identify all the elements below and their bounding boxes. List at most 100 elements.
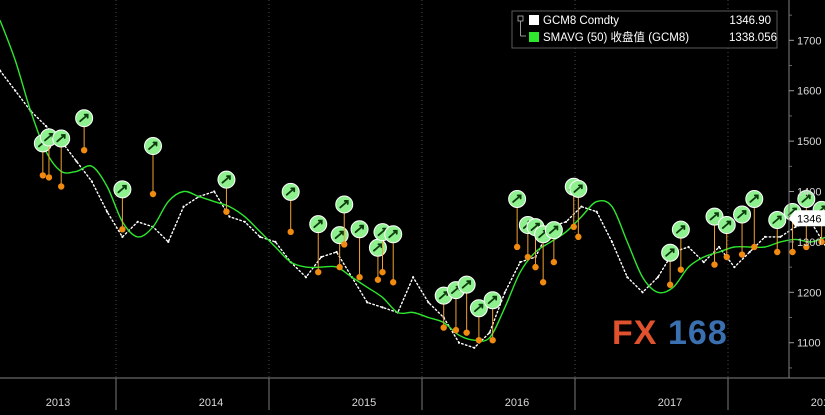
annotation-marker-icon[interactable] xyxy=(309,215,328,234)
annotation-marker-icon[interactable] xyxy=(217,170,236,189)
annotation-marker-icon[interactable] xyxy=(717,216,736,235)
annotation-point xyxy=(315,268,322,276)
annotation-point xyxy=(711,261,718,268)
annotation-point xyxy=(374,276,382,283)
price-point xyxy=(381,306,384,309)
annotation-point xyxy=(539,279,547,286)
annotation-marker-icon[interactable] xyxy=(745,189,764,208)
annotation-marker-icon[interactable] xyxy=(350,220,369,239)
annotation-marker-icon[interactable] xyxy=(733,205,752,224)
annotation-point xyxy=(789,248,796,256)
annotation-point xyxy=(570,223,577,230)
price-point xyxy=(457,341,461,344)
x-tick-label: 2015 xyxy=(352,397,376,409)
legend-value-price: 1346.90 xyxy=(729,15,771,27)
price-point xyxy=(595,210,598,213)
annotation-marker-icon[interactable] xyxy=(671,220,690,239)
annotation-marker-icon[interactable] xyxy=(52,129,71,148)
price-point xyxy=(412,276,415,279)
price-line xyxy=(0,69,825,349)
annotation-point xyxy=(440,324,447,331)
price-point xyxy=(14,89,17,92)
y-axis-ticks: 1100 1200 1300 1400 1500 1600 1700 xyxy=(789,14,821,369)
price-point xyxy=(565,220,568,223)
y-tick-label: 1300 xyxy=(797,237,821,249)
price-point xyxy=(228,215,231,218)
price-point xyxy=(274,240,277,243)
x-tick-label: 2018 xyxy=(811,397,825,409)
price-point xyxy=(259,235,262,238)
annotation-marker-icon[interactable] xyxy=(434,286,453,305)
annotation-point xyxy=(475,337,483,344)
annotation-marker-icon[interactable] xyxy=(544,221,563,240)
price-point xyxy=(519,261,522,264)
annotation-point xyxy=(39,172,47,179)
annotation-point xyxy=(751,243,758,251)
price-point xyxy=(213,190,216,193)
y-tick-label: 1700 xyxy=(797,35,821,47)
price-point xyxy=(335,250,338,254)
price-point xyxy=(718,245,721,249)
annotation-marker-icon[interactable] xyxy=(330,226,349,245)
price-point xyxy=(75,160,78,163)
price-series xyxy=(0,69,825,349)
annotation-point xyxy=(379,268,386,276)
annotation-marker-icon[interactable] xyxy=(705,207,724,226)
price-point xyxy=(167,240,170,243)
legend[interactable]: GCM8 Comdty 1346.90 SMAVG (50) 收盘值 (GCM8… xyxy=(511,10,778,49)
annotation-marker-icon[interactable] xyxy=(469,299,488,318)
legend-label-sma: SMAVG (50) 收盘值 (GCM8) xyxy=(543,30,689,44)
price-point xyxy=(687,245,690,249)
annotation-marker-icon[interactable] xyxy=(483,291,502,310)
annotation-point xyxy=(489,337,496,344)
price-point xyxy=(779,235,782,238)
annotation-point xyxy=(463,329,470,336)
price-point xyxy=(427,301,430,304)
price-point xyxy=(121,235,124,238)
y-tick-label: 1500 xyxy=(797,136,821,148)
annotation-marker-icon[interactable] xyxy=(335,195,354,214)
price-point xyxy=(733,266,736,269)
annotation-marker-icon[interactable] xyxy=(113,180,132,199)
x-tick-label: 2016 xyxy=(505,397,529,409)
annotation-point xyxy=(356,274,363,281)
legend-swatch-sma xyxy=(529,32,539,42)
y-tick-label: 1600 xyxy=(797,86,821,98)
legend-label-price: GCM8 Comdty xyxy=(543,15,619,27)
annotation-marker-icon[interactable] xyxy=(281,182,300,201)
annotation-point xyxy=(550,258,558,266)
signal-annotations xyxy=(33,109,825,344)
annotation-marker-icon[interactable] xyxy=(797,189,816,208)
last-price-badge: 1346 xyxy=(789,210,825,227)
annotation-marker-icon[interactable] xyxy=(569,179,588,198)
annotation-point xyxy=(336,263,343,271)
annotation-marker-icon[interactable] xyxy=(368,238,387,257)
annotation-marker-icon[interactable] xyxy=(457,275,476,294)
legend-expand-icon[interactable] xyxy=(517,15,526,37)
annotation-point xyxy=(677,266,685,273)
annotation-point xyxy=(341,241,348,248)
annotation-point xyxy=(774,248,781,256)
x-axis-ticks: 2013 2014 2015 2016 2017 2018 xyxy=(46,378,825,410)
annotation-marker-icon[interactable] xyxy=(144,137,162,156)
x-tick-label: 2014 xyxy=(199,397,223,409)
annotation-point xyxy=(723,253,730,261)
annotation-point xyxy=(80,146,88,154)
price-point xyxy=(0,69,2,72)
annotation-marker-icon[interactable] xyxy=(508,189,527,208)
badge-value: 1346 xyxy=(797,213,821,225)
price-point xyxy=(243,220,246,223)
price-point xyxy=(580,205,583,208)
price-point xyxy=(610,240,614,243)
price-point xyxy=(702,261,705,264)
price-point xyxy=(182,205,185,208)
price-point xyxy=(304,276,308,279)
y-tick-label: 1200 xyxy=(797,287,821,299)
price-point xyxy=(763,235,767,238)
annotation-marker-icon[interactable] xyxy=(75,109,94,128)
annotation-point xyxy=(452,326,460,334)
x-tick-label: 2017 xyxy=(658,397,682,409)
annotation-marker-icon[interactable] xyxy=(384,225,403,244)
annotation-marker-icon[interactable] xyxy=(768,211,787,229)
annotation-marker-icon[interactable] xyxy=(661,243,680,262)
